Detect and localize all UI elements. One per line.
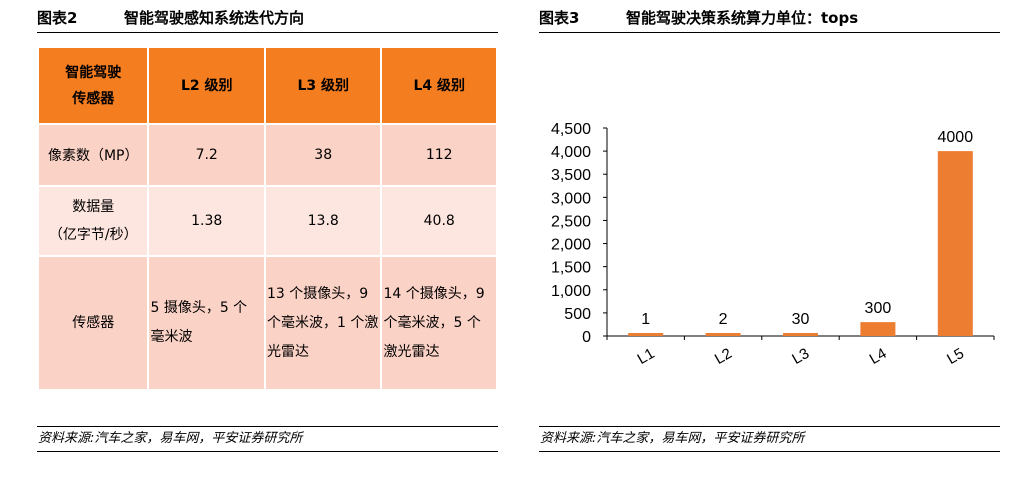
figure-3-title: 智能驾驶决策系统算力单位：tops <box>626 9 859 27</box>
bar-chart-svg: 0 500 1,000 1,500 2,000 2,500 3,000 3,500 4,000 4… <box>551 121 995 368</box>
data-label: 2 <box>719 311 728 328</box>
table-header-cell: L4 级别 <box>382 48 496 123</box>
figure-3-source: 资料来源:汽车之家，易车网，平安证券研究所 <box>539 426 1000 452</box>
bar-l4 <box>860 322 896 336</box>
table-cell: 7.2 <box>149 125 264 185</box>
table-cell: 5 摄像头，5 个毫米波 <box>149 257 264 389</box>
y-tick-label: 0 <box>582 329 591 346</box>
y-tick-label: 3,500 <box>551 167 591 184</box>
compute-chart: 0 500 1,000 1,500 2,000 2,500 3,000 3,500 4,000 4… <box>539 100 1000 390</box>
bar-l3 <box>783 333 818 336</box>
table-cell: 13.8 <box>265 187 381 255</box>
y-tick-label: 2,000 <box>551 237 591 254</box>
figure-2-title: 智能驾驶感知系统迭代方向 <box>124 9 305 27</box>
x-tick-label: L3 <box>789 345 812 368</box>
data-label: 30 <box>792 311 810 328</box>
table-header-row: 智能驾驶 传感器 L2 级别 L3 级别 L4 级别 <box>39 48 496 123</box>
row-label: 传感器 <box>39 257 148 389</box>
bar-l5 <box>937 151 973 336</box>
row-label: 像素数（MP） <box>39 125 148 185</box>
data-label: 1 <box>641 311 650 328</box>
figure-3-label: 图表3 <box>539 9 580 27</box>
row-label: 数据量 （亿字节/秒） <box>39 187 148 255</box>
table-row: 数据量 （亿字节/秒） 1.38 13.8 40.8 <box>39 187 496 255</box>
sensor-table: 智能驾驶 传感器 L2 级别 L3 级别 L4 级别 像素数（MP） 7.2 38… <box>37 46 498 391</box>
table-cell: 112 <box>382 125 496 185</box>
table-row: 传感器 5 摄像头，5 个毫米波 13 个摄像头，9 个毫米波，1 个激 光雷达 1… <box>39 257 496 389</box>
table-header-cell: L3 级别 <box>265 48 381 123</box>
y-tick-label: 4,000 <box>551 144 591 161</box>
figure-2-source: 资料来源:汽车之家，易车网，平安证券研究所 <box>37 426 498 452</box>
y-tick-label: 500 <box>564 306 591 323</box>
y-tick-label: 1,500 <box>551 260 591 277</box>
bar-l2 <box>705 333 741 336</box>
y-tick-label: 1,000 <box>551 283 591 300</box>
table-cell: 13 个摄像头，9 个毫米波，1 个激 光雷达 <box>265 257 381 389</box>
y-tick-label: 4,500 <box>551 121 591 138</box>
x-tick-label: L1 <box>634 345 657 368</box>
table-row: 像素数（MP） 7.2 38 112 <box>39 125 496 185</box>
figure-3-header: 图表3 智能驾驶决策系统算力单位：tops <box>539 0 1000 33</box>
data-label: 4000 <box>938 129 974 146</box>
y-tick-label: 2,500 <box>551 213 591 230</box>
x-tick-label: L2 <box>712 345 735 368</box>
table-header-cell: L2 级别 <box>149 48 264 123</box>
table-header-cell: 智能驾驶 传感器 <box>39 48 148 123</box>
table-cell: 38 <box>265 125 381 185</box>
table-cell: 14 个摄像头，9 个毫米波，5 个激光雷达 <box>382 257 496 389</box>
x-tick-label: L5 <box>944 345 967 368</box>
y-tick-label: 3,000 <box>551 190 591 207</box>
x-tick-label: L4 <box>867 345 890 368</box>
table-cell: 40.8 <box>382 187 496 255</box>
figure-3: 图表3 智能驾驶决策系统算力单位：tops 0 500 1,000 1,500 2,00… <box>539 0 1000 452</box>
table-cell: 1.38 <box>149 187 264 255</box>
figure-2-label: 图表2 <box>37 9 78 27</box>
figure-2-header: 图表2 智能驾驶感知系统迭代方向 <box>37 0 498 33</box>
figure-2: 图表2 智能驾驶感知系统迭代方向 智能驾驶 传感器 L2 级别 L3 级别 L4 … <box>37 0 498 452</box>
bar-l1 <box>628 333 664 336</box>
data-label: 300 <box>865 300 892 317</box>
